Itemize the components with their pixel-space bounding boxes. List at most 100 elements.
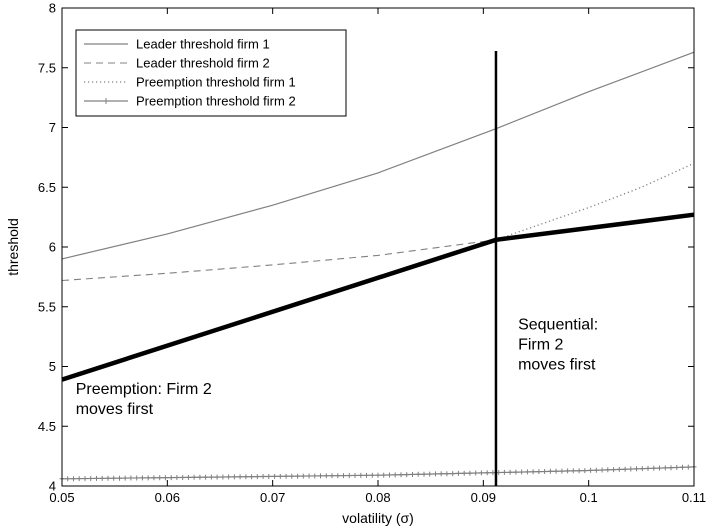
plus-marker (369, 472, 375, 478)
x-tick-label: 0.05 (49, 490, 74, 505)
legend-marker (103, 98, 109, 104)
y-tick-label: 5 (49, 359, 56, 374)
plus-marker (490, 470, 496, 476)
bold-threshold-line (61, 212, 695, 382)
plus-marker (542, 469, 548, 474)
plus-marker (467, 470, 473, 476)
plus-marker (444, 471, 450, 477)
plus-marker (455, 470, 461, 476)
plus-marker (484, 470, 490, 476)
plus-marker (576, 468, 582, 474)
plus-marker (605, 467, 611, 473)
plus-marker (65, 476, 71, 482)
plus-marker (185, 474, 191, 480)
legend-label-2: Leader threshold firm 2 (136, 56, 270, 71)
plus-marker (450, 471, 456, 477)
plus-marker (306, 473, 312, 479)
plus-marker (122, 475, 128, 481)
plus-marker (157, 475, 163, 481)
plus-marker (427, 471, 433, 477)
plus-marker (415, 471, 421, 477)
plus-marker (162, 475, 168, 481)
plus-marker (392, 472, 398, 478)
plus-marker (582, 468, 588, 474)
plot-layer (59, 51, 697, 486)
plus-marker (593, 467, 599, 473)
plus-marker (410, 472, 415, 477)
plus-marker (668, 465, 674, 471)
series-line-1 (61, 51, 695, 260)
plus-marker (323, 473, 329, 479)
plus-marker (478, 470, 484, 476)
plus-marker (611, 467, 617, 473)
x-tick-label: 0.09 (471, 490, 496, 505)
plus-marker (536, 469, 542, 475)
plus-marker (191, 474, 197, 480)
plus-marker (622, 466, 628, 472)
annotation-2: Sequential: Firm 2 moves first (518, 316, 598, 373)
plus-marker (71, 476, 76, 482)
plus-marker (662, 465, 668, 471)
plus-marker (639, 466, 645, 472)
axes-layer: 0.05 0.06 0.07 0.08 0.09 0.1 0.11 4 4.5 5 5.5 6 6.5 7… (38, 1, 706, 506)
plus-marker (174, 475, 180, 480)
x-axis-label: volatility (σ) (342, 510, 414, 526)
legend-label-1: Leader threshold firm 1 (136, 37, 270, 52)
plus-marker (433, 471, 438, 477)
annotation-line: Firm 2 (518, 336, 563, 353)
plus-marker (329, 473, 335, 479)
plus-marker (139, 475, 145, 481)
annotation-line: moves first (518, 356, 596, 373)
x-tick-label: 0.06 (155, 490, 180, 505)
plus-marker (438, 471, 444, 477)
plus-marker (616, 466, 622, 472)
x-tick-label: 0.11 (682, 490, 706, 505)
plus-marker (513, 469, 519, 475)
plus-marker (375, 472, 381, 478)
plus-marker (680, 464, 685, 470)
plus-marker (645, 465, 651, 471)
plus-marker (651, 465, 657, 471)
plus-marker (254, 474, 260, 480)
plus-marker (599, 467, 605, 473)
annotations: Preemption: Firm 2 moves first Sequential:… (76, 316, 598, 418)
plus-marker (237, 474, 243, 480)
plus-marker (398, 472, 404, 478)
plus-marker (404, 472, 410, 478)
series-markers-4 (59, 464, 697, 482)
plus-marker (335, 473, 341, 479)
plus-marker (272, 473, 278, 479)
plus-marker (524, 469, 530, 475)
plus-marker (151, 475, 157, 481)
plus-marker (168, 475, 174, 481)
plus-marker (685, 464, 691, 470)
plus-marker (588, 467, 594, 473)
plus-marker (507, 469, 513, 475)
legend: Leader threshold firm 1 Leader threshold … (75, 29, 347, 117)
y-tick-label: 6.5 (38, 180, 56, 195)
plus-marker (208, 474, 214, 480)
x-tick-label: 0.1 (580, 490, 598, 505)
plus-marker (260, 474, 266, 479)
plus-marker (634, 466, 639, 472)
plus-marker (295, 473, 301, 479)
plus-marker (565, 468, 571, 474)
plus-marker (76, 476, 82, 482)
annotation-1: Preemption: Firm 2 moves first (76, 381, 212, 418)
plus-marker (300, 473, 306, 479)
y-tick-label: 4 (49, 479, 56, 494)
y-tick-label: 7.5 (38, 60, 56, 75)
plus-marker (289, 473, 295, 479)
plus-marker (197, 474, 203, 480)
plus-marker (570, 468, 576, 474)
plus-marker (180, 475, 186, 480)
plus-marker (346, 473, 352, 479)
plus-marker (82, 476, 88, 482)
plus-marker (530, 469, 536, 475)
annotation-line: Sequential: (518, 316, 598, 333)
plus-marker (364, 472, 369, 478)
plus-marker (341, 473, 346, 479)
y-axis-label: threshold (5, 218, 21, 276)
plus-marker (283, 473, 289, 479)
